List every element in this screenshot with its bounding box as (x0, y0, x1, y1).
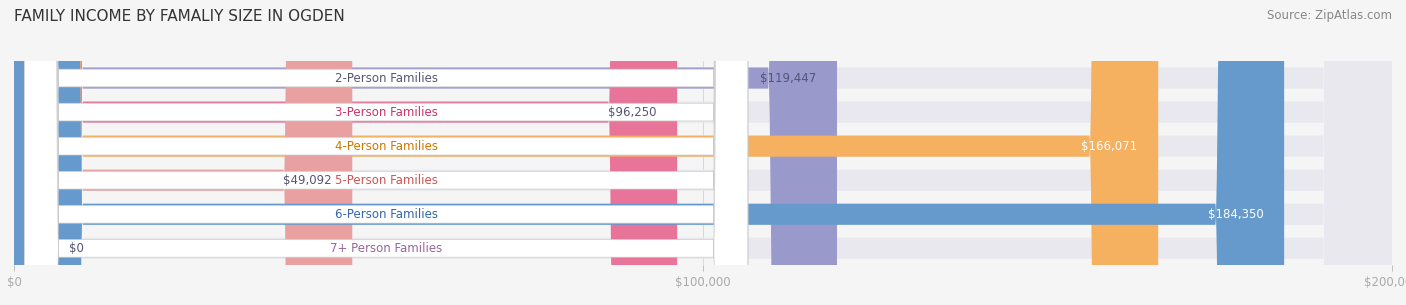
Text: 5-Person Families: 5-Person Families (335, 174, 437, 187)
FancyBboxPatch shape (14, 0, 678, 305)
FancyBboxPatch shape (14, 0, 1284, 305)
FancyBboxPatch shape (24, 0, 748, 305)
Text: $0: $0 (69, 242, 84, 255)
Text: 2-Person Families: 2-Person Families (335, 72, 437, 84)
FancyBboxPatch shape (14, 0, 1392, 305)
FancyBboxPatch shape (14, 0, 837, 305)
Text: 7+ Person Families: 7+ Person Families (330, 242, 443, 255)
FancyBboxPatch shape (24, 0, 748, 305)
FancyBboxPatch shape (24, 0, 748, 305)
FancyBboxPatch shape (14, 0, 1392, 305)
FancyBboxPatch shape (24, 0, 748, 305)
Text: $119,447: $119,447 (761, 72, 817, 84)
Text: $166,071: $166,071 (1081, 140, 1137, 152)
FancyBboxPatch shape (14, 0, 1392, 305)
Text: 6-Person Families: 6-Person Families (335, 208, 437, 221)
Text: FAMILY INCOME BY FAMALIY SIZE IN OGDEN: FAMILY INCOME BY FAMALIY SIZE IN OGDEN (14, 9, 344, 24)
FancyBboxPatch shape (14, 0, 1159, 305)
FancyBboxPatch shape (14, 0, 1392, 305)
Text: 3-Person Families: 3-Person Families (335, 106, 437, 119)
Text: 4-Person Families: 4-Person Families (335, 140, 437, 152)
Text: $96,250: $96,250 (607, 106, 657, 119)
Text: $49,092: $49,092 (283, 174, 332, 187)
FancyBboxPatch shape (14, 0, 353, 305)
FancyBboxPatch shape (24, 0, 748, 305)
Text: Source: ZipAtlas.com: Source: ZipAtlas.com (1267, 9, 1392, 22)
Text: $184,350: $184,350 (1208, 208, 1264, 221)
FancyBboxPatch shape (14, 0, 1392, 305)
FancyBboxPatch shape (24, 0, 748, 305)
FancyBboxPatch shape (14, 0, 1392, 305)
